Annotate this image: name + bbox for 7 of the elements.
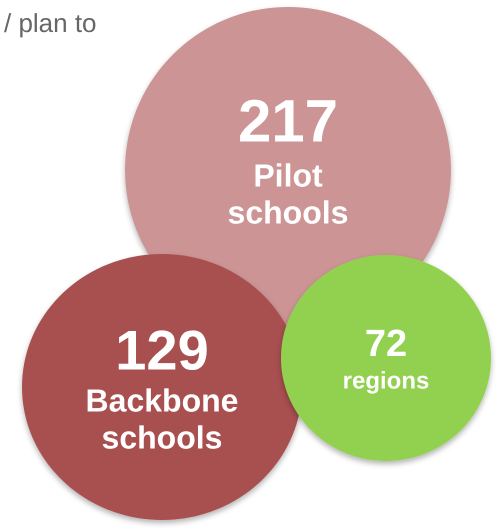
category-label: regions (342, 368, 430, 394)
data-label: 72 (364, 323, 408, 366)
category-label: Backbone schools (86, 382, 238, 456)
data-label: 129 (115, 318, 209, 382)
text: / plan to (4, 8, 97, 38)
data-label: 217 (238, 88, 338, 155)
category-label: Pilot schools (228, 158, 348, 230)
